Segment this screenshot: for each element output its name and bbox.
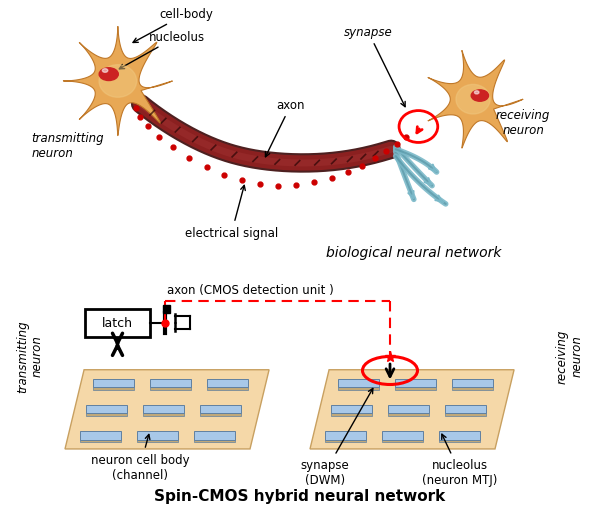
Text: Spin-CMOS hybrid neural network: Spin-CMOS hybrid neural network — [154, 488, 446, 503]
Polygon shape — [395, 387, 436, 390]
Polygon shape — [445, 406, 486, 414]
Ellipse shape — [99, 66, 137, 98]
Polygon shape — [137, 432, 178, 440]
Text: neuron cell body
(channel): neuron cell body (channel) — [91, 435, 190, 481]
FancyBboxPatch shape — [85, 309, 150, 337]
Polygon shape — [325, 440, 366, 442]
Polygon shape — [143, 414, 184, 416]
Polygon shape — [325, 432, 366, 440]
Text: axon: axon — [265, 99, 305, 158]
Polygon shape — [331, 406, 372, 414]
Polygon shape — [149, 379, 191, 387]
Text: synapse
(DWM): synapse (DWM) — [301, 389, 373, 486]
Text: transmitting
neuron: transmitting neuron — [31, 131, 104, 160]
Polygon shape — [200, 414, 241, 416]
Polygon shape — [310, 370, 514, 449]
Polygon shape — [92, 379, 134, 387]
Polygon shape — [382, 432, 423, 440]
Text: synapse: synapse — [344, 26, 405, 108]
Polygon shape — [338, 379, 379, 387]
Polygon shape — [143, 406, 184, 414]
Polygon shape — [86, 414, 127, 416]
Text: receiving
neuron: receiving neuron — [556, 329, 584, 383]
Polygon shape — [439, 440, 480, 442]
Polygon shape — [86, 406, 127, 414]
Text: axon (CMOS detection unit ): axon (CMOS detection unit ) — [167, 283, 334, 296]
Polygon shape — [452, 379, 493, 387]
Polygon shape — [149, 387, 191, 390]
Polygon shape — [92, 387, 134, 390]
Ellipse shape — [475, 91, 479, 95]
Text: nucleolus
(neuron MTJ): nucleolus (neuron MTJ) — [422, 434, 497, 486]
Polygon shape — [80, 432, 121, 440]
Text: latch: latch — [102, 317, 133, 330]
Text: electrical signal: electrical signal — [185, 186, 278, 239]
Polygon shape — [206, 387, 248, 390]
Text: cell-body: cell-body — [133, 8, 213, 43]
Polygon shape — [428, 51, 523, 149]
Polygon shape — [388, 406, 430, 414]
Polygon shape — [194, 440, 235, 442]
Ellipse shape — [456, 85, 490, 115]
Text: receiving
neuron: receiving neuron — [496, 109, 550, 137]
Polygon shape — [388, 414, 430, 416]
Polygon shape — [331, 414, 372, 416]
Polygon shape — [382, 440, 423, 442]
Ellipse shape — [471, 91, 488, 102]
Text: nucleolus: nucleolus — [119, 31, 205, 70]
Polygon shape — [137, 440, 178, 442]
Ellipse shape — [99, 69, 118, 81]
Polygon shape — [395, 379, 436, 387]
Polygon shape — [80, 440, 121, 442]
Ellipse shape — [103, 70, 108, 73]
Text: transmitting
neuron: transmitting neuron — [16, 320, 44, 392]
FancyBboxPatch shape — [163, 306, 170, 313]
Polygon shape — [445, 414, 486, 416]
Polygon shape — [194, 432, 235, 440]
Polygon shape — [439, 432, 480, 440]
Polygon shape — [200, 406, 241, 414]
Polygon shape — [65, 370, 269, 449]
Text: biological neural network: biological neural network — [326, 245, 502, 259]
Polygon shape — [338, 387, 379, 390]
Polygon shape — [63, 27, 172, 136]
Polygon shape — [452, 387, 493, 390]
Polygon shape — [206, 379, 248, 387]
